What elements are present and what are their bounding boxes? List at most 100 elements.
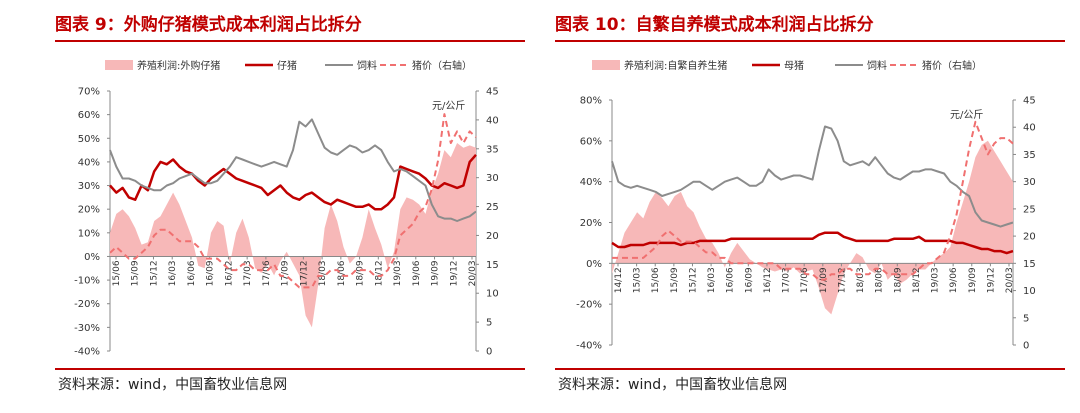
y-tick-label-right: 35 — [486, 144, 499, 155]
legend-swatch — [105, 60, 133, 70]
x-tick-label: 17/03 — [243, 260, 253, 286]
x-tick-label: 15/09 — [131, 260, 141, 286]
series-price-line — [109, 113, 477, 289]
x-tick-label: 19/12 — [449, 260, 459, 286]
legend-label: 养殖利润:自繁自养生猪 — [624, 59, 727, 72]
chart-profit-outsourced-piglets: 70% 60% 50% 40% 30% 20% 10% 0% -10% -20% -30% -40% 4… — [74, 59, 499, 358]
x-tick-label: 18/12 — [912, 267, 922, 293]
y-tick-label-left: 20% — [78, 205, 100, 216]
x-tick-label: 18/09 — [893, 267, 903, 293]
x-tick-label: 15/12 — [688, 267, 698, 293]
legend-label: 仔猪 — [277, 60, 297, 72]
series-feed-line — [109, 118, 477, 222]
x-tick-label: 15/12 — [149, 260, 159, 286]
series-cost-line — [109, 153, 477, 211]
y-tick-label-right: 5 — [486, 318, 492, 329]
source-note: 资料来源：wind，中国畜牧业信息网 — [58, 377, 288, 393]
series-feed-line — [611, 125, 1014, 228]
x-tick-label: 19/12 — [986, 267, 996, 293]
source-note: 资料来源：wind，中国畜牧业信息网 — [558, 377, 788, 393]
x-tick-label: 20/03 — [1005, 267, 1015, 293]
chart-profit-self-bred: 80% 60% 40% 20% 0% -20% -40% 45 40 35 30 25 20 15 10 5 0… — [576, 59, 1036, 352]
source-divider — [555, 368, 1065, 370]
y-tick-label-right: 0 — [1023, 341, 1029, 352]
x-tick-label: 18/03 — [318, 260, 328, 286]
x-tick-label: 16/03 — [168, 260, 178, 286]
y-tick-label-left: 0% — [586, 259, 602, 270]
x-tick-label: 17/06 — [800, 267, 810, 293]
legend-swatch — [592, 60, 620, 70]
x-tick-label: 16/09 — [206, 260, 216, 286]
y-tick-label-right: 15 — [1023, 259, 1036, 270]
y-tick-label-right: 45 — [1023, 96, 1036, 107]
y-tick-label-left: 20% — [580, 218, 602, 229]
title-divider — [555, 40, 1065, 42]
source-divider — [55, 368, 525, 370]
y-tick-label-right: 35 — [1023, 150, 1036, 161]
y-tick-label-left: 40% — [78, 157, 100, 168]
y-tick-label-right: 25 — [1023, 204, 1036, 215]
x-tick-label: 19/09 — [968, 267, 978, 293]
legend-label: 猪价（右轴） — [412, 59, 472, 72]
y-tick-label-right: 30 — [1023, 177, 1036, 188]
series-cost-line — [611, 231, 1014, 255]
y-tick-label-right: 20 — [1023, 232, 1036, 243]
y-tick-label-right: 45 — [486, 87, 499, 98]
y-tick-label-left: -40% — [74, 347, 100, 358]
x-tick-label: 17/12 — [299, 260, 309, 286]
y-tick-label-left: 30% — [78, 181, 100, 192]
x-tick-label: 18/03 — [856, 267, 866, 293]
x-tick-label: 18/06 — [337, 260, 347, 286]
y-tick-label-right: 20 — [486, 231, 499, 242]
y-tick-label-right: 0 — [486, 347, 492, 358]
y-tick-label-left: 10% — [78, 228, 100, 239]
x-tick-label: 16/09 — [744, 267, 754, 293]
legend-label: 饲料 — [357, 59, 377, 72]
y-tick-label-right: 40 — [1023, 123, 1036, 134]
x-tick-label: 15/03 — [633, 267, 643, 293]
y-tick-label-left: 60% — [78, 110, 100, 121]
y-tick-label-left: -20% — [576, 300, 602, 311]
y-tick-label-left: 40% — [580, 177, 602, 188]
x-tick-label: 17/06 — [262, 260, 272, 286]
x-tick-label: 19/06 — [949, 267, 959, 293]
legend-label: 猪价（右轴） — [922, 59, 982, 72]
x-tick-label: 19/06 — [412, 260, 422, 286]
x-tick-label: 17/12 — [837, 267, 847, 293]
y-tick-label-right: 15 — [486, 260, 499, 271]
y-tick-label-left: -40% — [576, 341, 602, 352]
x-tick-label: 15/06 — [112, 260, 122, 286]
x-tick-label: 19/03 — [931, 267, 941, 293]
x-tick-label: 16/12 — [224, 260, 234, 286]
x-tick-label: 15/06 — [651, 267, 661, 293]
y-tick-label-right: 30 — [486, 173, 499, 184]
y-tick-label-left: 0% — [84, 252, 100, 263]
x-tick-label: 18/09 — [356, 260, 366, 286]
y-tick-label-right: 40 — [486, 115, 499, 126]
y-tick-label-right: 5 — [1023, 313, 1029, 324]
legend-label: 饲料 — [867, 59, 887, 72]
y-tick-label-left: 60% — [580, 136, 602, 147]
y-tick-label-left: 50% — [78, 134, 100, 145]
profit-area — [110, 143, 476, 328]
x-tick-label: 19/03 — [393, 260, 403, 286]
y-tick-label-left: -10% — [74, 276, 100, 287]
x-tick-label: 19/09 — [431, 260, 441, 286]
figure-title: 图表 10：自繁自养模式成本利润占比拆分 — [555, 15, 874, 35]
y-tick-label-right: 25 — [486, 202, 499, 213]
x-tick-label: 16/06 — [726, 267, 736, 293]
figure-9: 图表 9：外购仔猪模式成本利润占比拆分 70% 60% 50% 40% 30% 20% 10… — [55, 15, 525, 393]
y-tick-label-left: 80% — [580, 96, 602, 107]
y-tick-label-left: 70% — [78, 87, 100, 98]
x-tick-label: 20/03 — [468, 260, 478, 286]
series-price-line — [612, 120, 1014, 281]
x-tick-label: 16/06 — [187, 260, 197, 286]
unit-label: 元/公斤 — [950, 109, 983, 121]
figure-title: 图表 9：外购仔猪模式成本利润占比拆分 — [55, 15, 362, 35]
y-tick-label-right: 10 — [486, 289, 499, 300]
title-divider — [55, 40, 525, 42]
x-tick-label: 15/09 — [670, 267, 680, 293]
x-tick-label: 17/03 — [782, 267, 792, 293]
y-tick-label-left: -30% — [74, 323, 100, 334]
x-tick-label: 16/12 — [763, 267, 773, 293]
